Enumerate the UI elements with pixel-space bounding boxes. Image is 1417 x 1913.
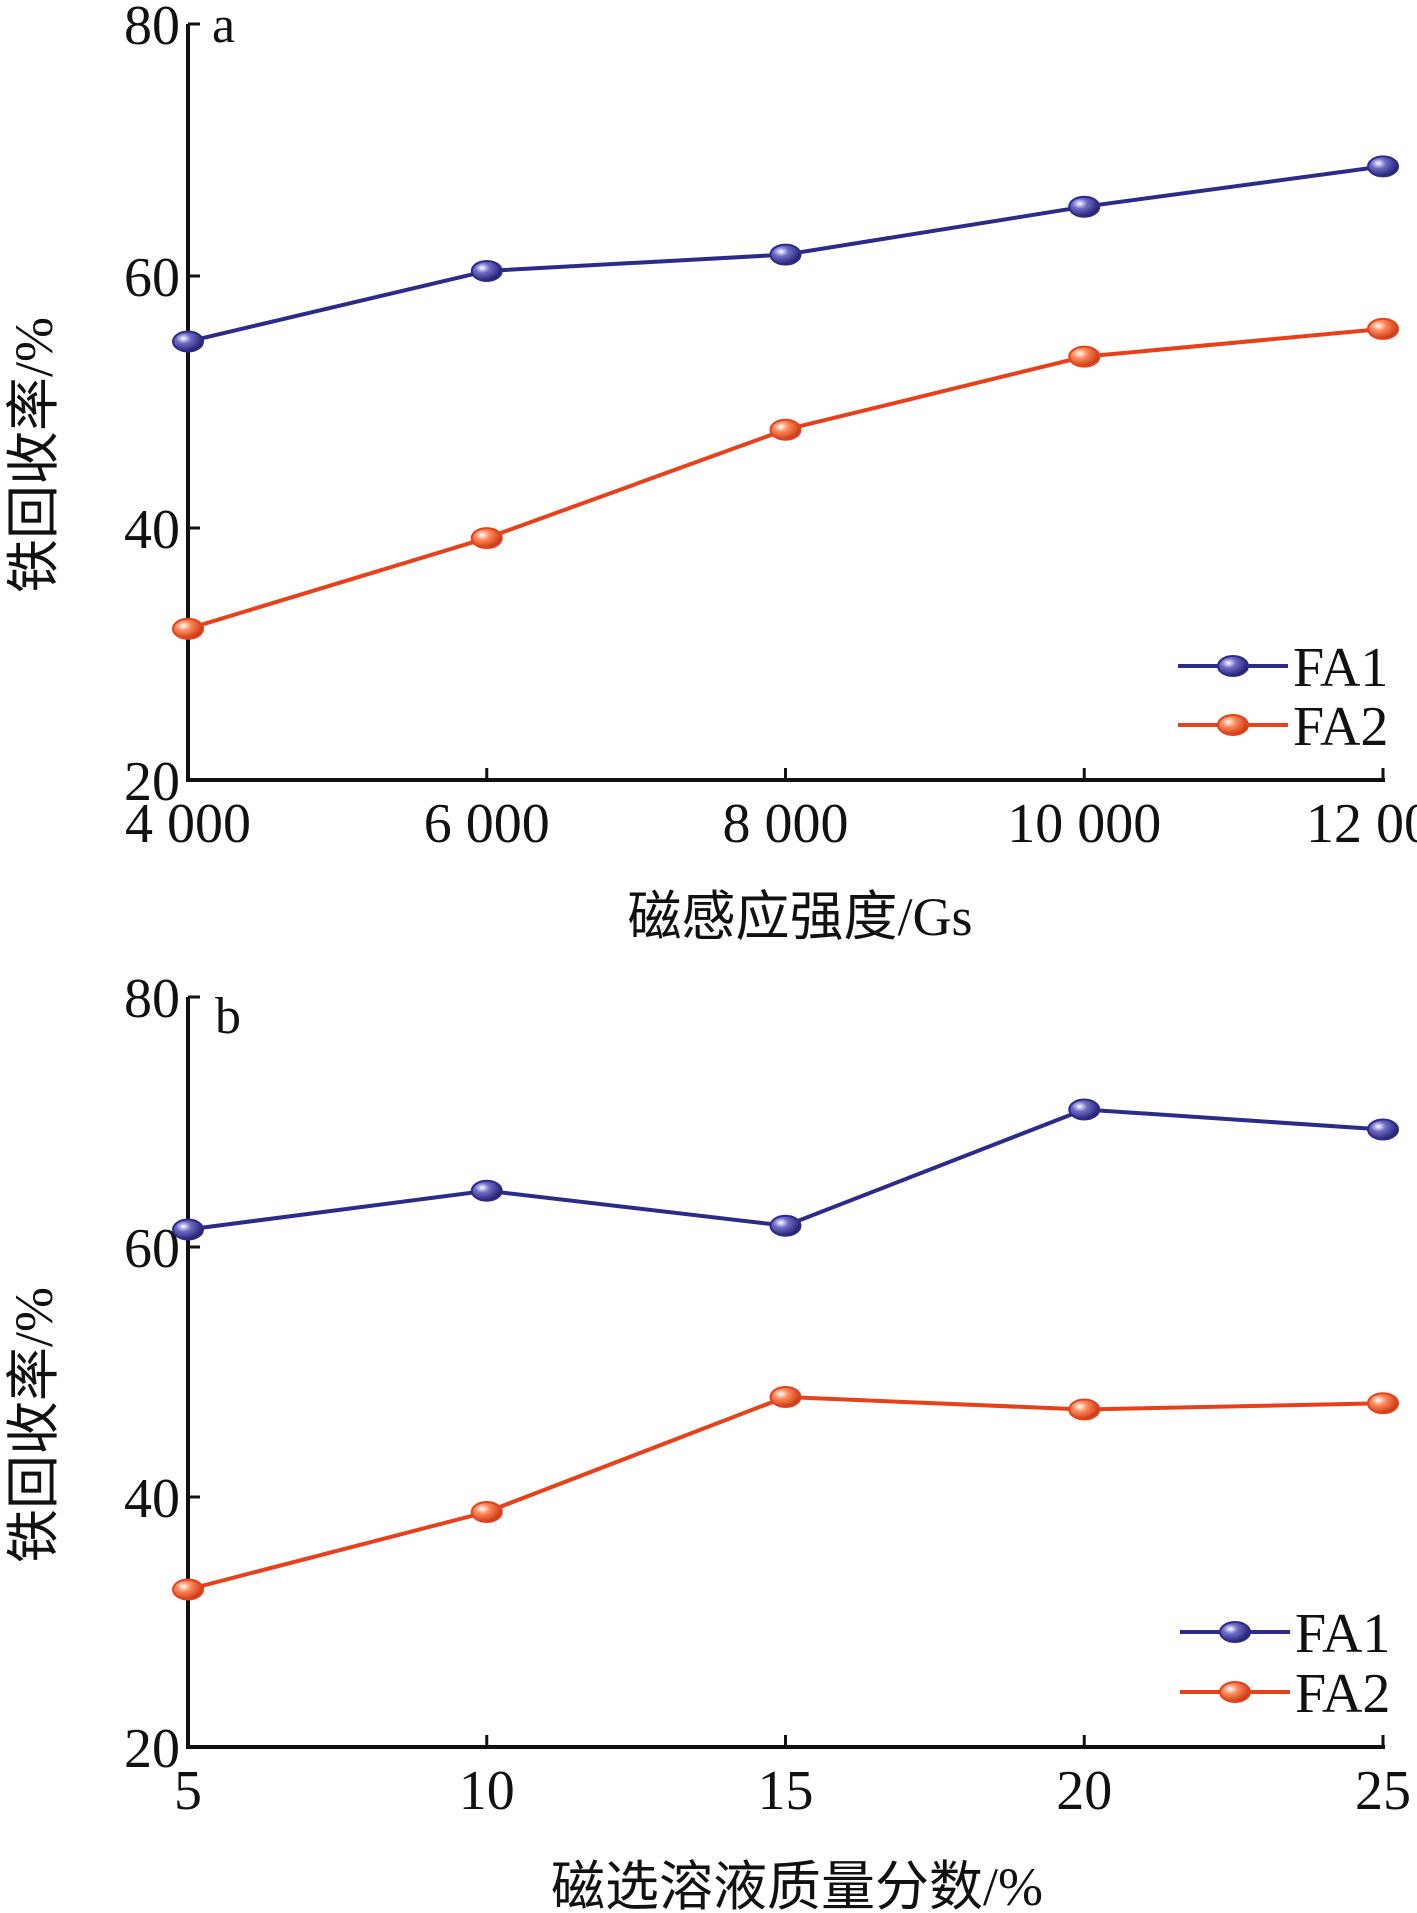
y-tick-label: 60 bbox=[124, 1218, 180, 1280]
legend-marker bbox=[1219, 1621, 1251, 1643]
x-axis-title: 磁感应强度/Gs bbox=[627, 887, 972, 947]
data-point bbox=[470, 259, 503, 282]
y-tick-label: 80 bbox=[124, 968, 180, 1030]
data-point bbox=[769, 418, 802, 441]
data-point bbox=[769, 243, 802, 266]
y-tick-label: 20 bbox=[124, 1718, 180, 1780]
legend-marker bbox=[1219, 1681, 1251, 1703]
data-point bbox=[1068, 345, 1101, 368]
data-point bbox=[470, 1501, 503, 1523]
x-tick-label: 12 000 bbox=[1306, 793, 1417, 855]
x-tick-label: 8 000 bbox=[723, 793, 849, 855]
legend-label: FA1 bbox=[1295, 1603, 1390, 1665]
x-tick-label: 25 bbox=[1355, 1760, 1411, 1822]
series-line-fa2 bbox=[187, 326, 1384, 631]
panel-label: a bbox=[212, 0, 235, 54]
plot-marks: 20 40 60 80 4 000 6 000 8 000 10 000 12 000 FA1FA… bbox=[124, 0, 1417, 855]
legend-label: FA2 bbox=[1295, 1663, 1390, 1725]
y-axis-title: 铁回收率/% bbox=[4, 1287, 64, 1563]
data-point bbox=[769, 1386, 802, 1408]
data-point bbox=[769, 1214, 802, 1237]
series-line-fa1 bbox=[187, 1107, 1384, 1232]
y-tick-label: 40 bbox=[124, 1468, 180, 1530]
y-axis-title-text: 铁回收率/% bbox=[4, 317, 64, 593]
x-axis-title: 磁选溶液质量分数/% bbox=[551, 1857, 1043, 1913]
data-point bbox=[1068, 1098, 1101, 1121]
y-axis-title: 铁回收率/% bbox=[4, 317, 64, 593]
x-tick-label: 20 bbox=[1056, 1760, 1112, 1822]
y-tick-label: 20 bbox=[124, 751, 180, 813]
x-tick-label: 6 000 bbox=[424, 793, 550, 855]
y-tick-label: 60 bbox=[124, 247, 180, 309]
data-point bbox=[470, 1179, 503, 1202]
panel-label: b bbox=[215, 988, 241, 1045]
data-point bbox=[172, 330, 204, 353]
data-point bbox=[1068, 195, 1101, 218]
x-tick-label: 10 000 bbox=[1007, 793, 1161, 855]
legend-label: FA2 bbox=[1293, 696, 1388, 758]
data-point bbox=[172, 1218, 204, 1241]
legend-marker bbox=[1217, 655, 1249, 677]
y-tick-label: 80 bbox=[124, 0, 180, 57]
data-point bbox=[1068, 1398, 1101, 1421]
data-point bbox=[1367, 1392, 1399, 1415]
series-line-fa2 bbox=[187, 1394, 1384, 1592]
x-tick-label: 10 bbox=[459, 1760, 515, 1822]
x-tick-label: 4 000 bbox=[125, 793, 251, 855]
y-tick-label: 40 bbox=[124, 499, 180, 561]
chart-panel-a: a 铁回收率/% 磁感应强度/Gs 20 40 60 80 4 000 6 000 8 00… bbox=[4, 0, 1417, 947]
data-point bbox=[172, 1578, 204, 1601]
y-axis-title-text: 铁回收率/% bbox=[4, 1287, 64, 1563]
legend-label: FA1 bbox=[1293, 637, 1388, 699]
legend-marker bbox=[1217, 714, 1249, 736]
data-point bbox=[1367, 1118, 1399, 1141]
x-tick-label: 5 bbox=[174, 1760, 202, 1822]
data-point bbox=[1367, 317, 1399, 340]
data-point bbox=[470, 527, 503, 550]
data-point bbox=[172, 617, 204, 640]
chart-panel-b: b 铁回收率/% 磁选溶液质量分数/% 20 40 60 80 5 10 15 20 25 FA1… bbox=[4, 968, 1411, 1913]
x-tick-label: 15 bbox=[758, 1760, 814, 1822]
data-point bbox=[1367, 155, 1399, 178]
